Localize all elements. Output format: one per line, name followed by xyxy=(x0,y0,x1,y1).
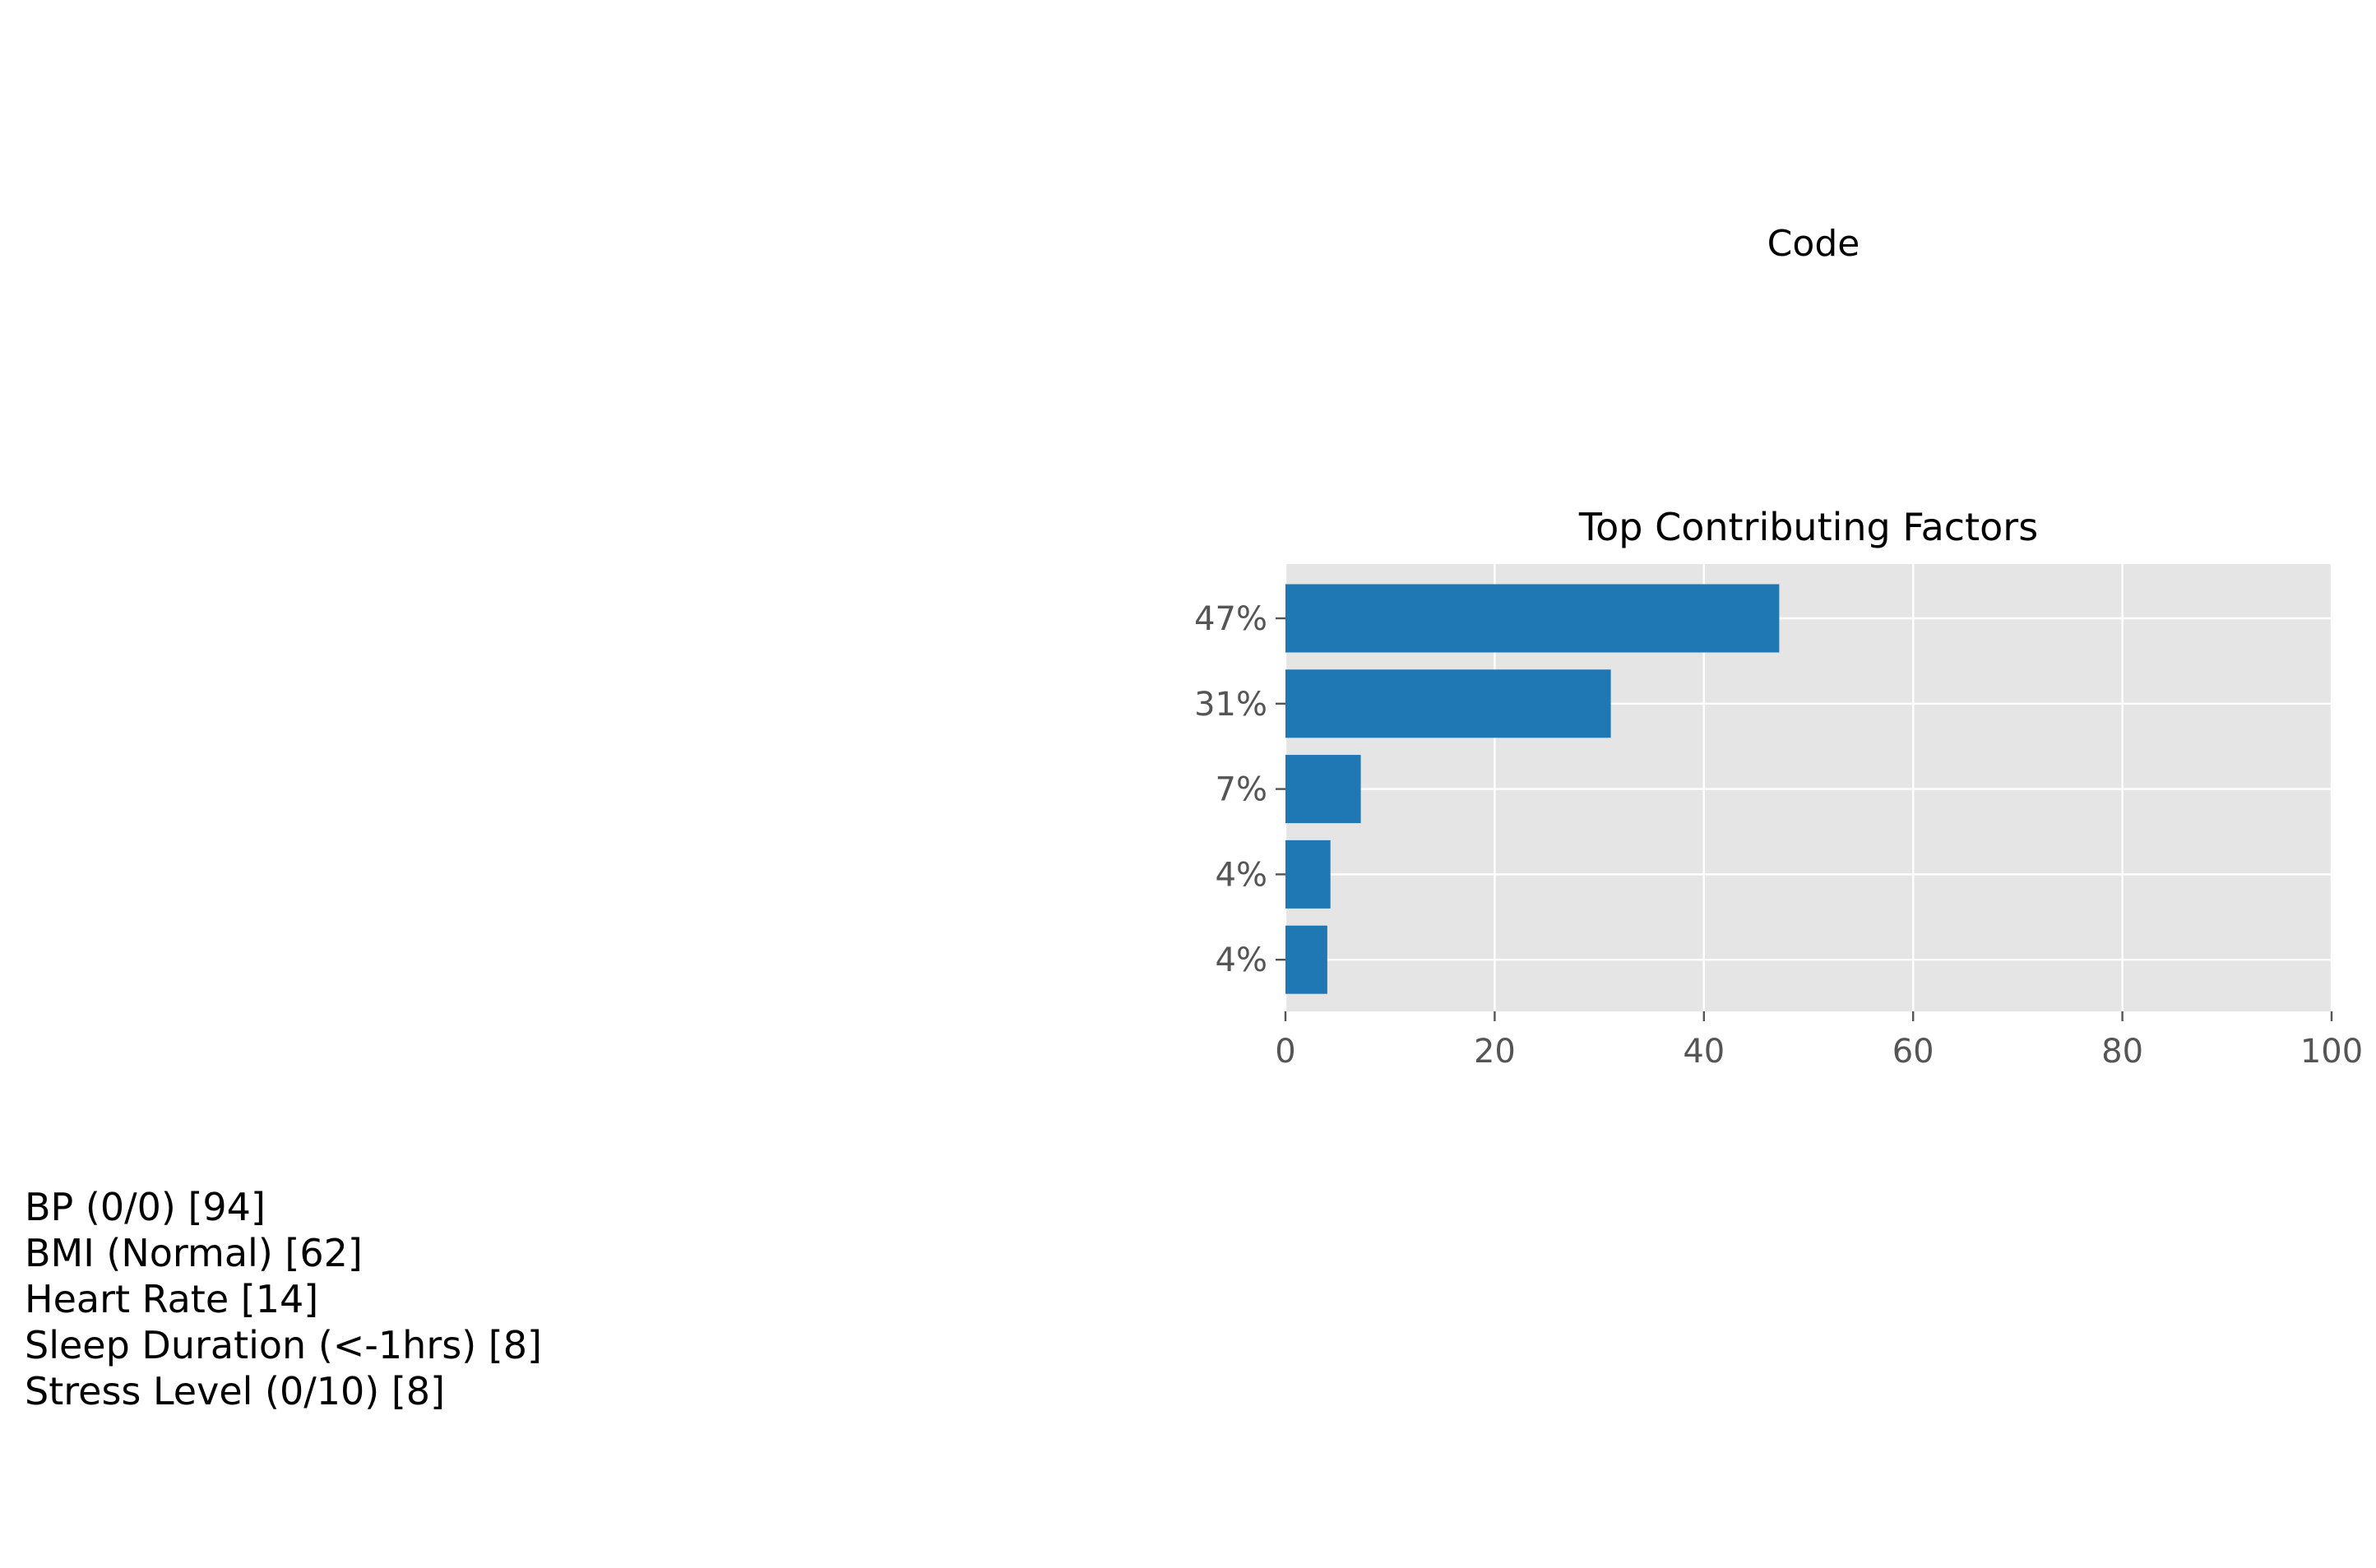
bar xyxy=(1285,925,1327,994)
x-tick-label: 20 xyxy=(1474,1033,1516,1071)
y-tick-label: 31% xyxy=(1194,686,1267,724)
x-tick-label: 80 xyxy=(2101,1033,2143,1071)
factor-item: Stress Level (0/10) [8] xyxy=(25,1369,446,1413)
y-tick-label: 4% xyxy=(1216,941,1267,979)
bar xyxy=(1285,584,1780,653)
bar xyxy=(1285,755,1361,824)
factor-list: BP (0/0) [94] BMI (Normal) [62] Heart Ra… xyxy=(25,1184,542,1414)
factor-item: Sleep Duration (<-1hrs) [8] xyxy=(25,1323,542,1367)
chart-title: Top Contributing Factors xyxy=(1578,505,2038,549)
x-tick-label: 40 xyxy=(1683,1033,1725,1071)
factor-item: BMI (Normal) [62] xyxy=(25,1231,363,1275)
page-title: Code xyxy=(1767,223,1860,265)
factor-item: BP (0/0) [94] xyxy=(25,1185,266,1229)
x-tick-label: 0 xyxy=(1275,1033,1295,1071)
bar xyxy=(1285,669,1611,738)
bar xyxy=(1285,840,1331,909)
x-tick-label: 60 xyxy=(1892,1033,1934,1071)
y-tick-label: 7% xyxy=(1216,771,1267,809)
x-tick-label: 100 xyxy=(2300,1033,2363,1071)
y-tick-label: 4% xyxy=(1216,856,1267,894)
factor-item: Heart Rate [14] xyxy=(25,1277,319,1321)
y-tick-label: 47% xyxy=(1194,600,1267,638)
